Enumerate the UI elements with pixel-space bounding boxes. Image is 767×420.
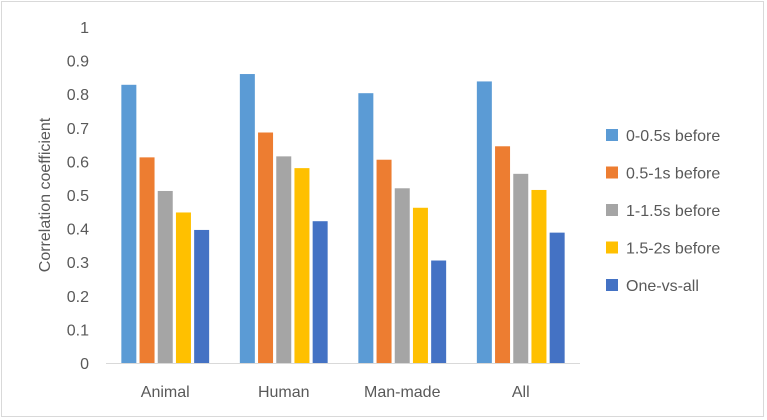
y-tick-label: 0.3 <box>67 255 89 272</box>
x-tick-label: Human <box>258 384 310 401</box>
y-axis-ticks: 0 0.1 0.2 0.3 0.4 0.5 0.6 0.7 0.8 0.9 1 <box>67 20 89 373</box>
bar <box>531 189 547 363</box>
legend-label: 0.5-1s before <box>626 166 720 183</box>
legend-swatch <box>606 241 618 254</box>
legend-swatch <box>606 204 618 216</box>
y-tick-label: 0.8 <box>67 87 89 104</box>
legend-label: 1.5-2s before <box>626 241 720 258</box>
y-tick-label: 0.9 <box>67 54 89 71</box>
bar <box>495 146 511 363</box>
y-tick-label: 0.1 <box>67 322 89 339</box>
legend-label: 1-1.5s before <box>626 203 720 220</box>
bar <box>476 81 492 363</box>
legend-swatch <box>606 129 618 141</box>
legend-swatch <box>606 166 618 179</box>
y-tick-label: 0.4 <box>67 222 89 239</box>
y-tick-label: 0.5 <box>67 188 89 205</box>
legend-label: 0-0.5s before <box>626 128 720 145</box>
bar <box>431 260 447 363</box>
legend-label: One-vs-all <box>626 278 699 295</box>
bar <box>312 221 328 363</box>
y-tick-label: 0.2 <box>67 289 89 306</box>
bar <box>549 232 565 363</box>
bar <box>157 190 173 363</box>
bar <box>239 74 255 363</box>
legend: 0-0.5s before 0.5-1s before 1-1.5s before 1… <box>606 128 720 295</box>
bar <box>175 212 191 363</box>
bar <box>376 159 392 363</box>
legend-swatch <box>606 279 618 291</box>
bar <box>194 229 210 363</box>
bar <box>258 132 274 363</box>
x-tick-label: Man-made <box>364 384 441 401</box>
bar <box>412 207 428 363</box>
bar <box>294 168 310 363</box>
x-tick-label: Animal <box>141 384 190 401</box>
y-tick-label: 0 <box>80 356 89 373</box>
bar <box>276 156 292 363</box>
y-tick-label: 1 <box>80 20 89 37</box>
bar <box>394 188 410 363</box>
x-axis-categories: Animal Human Man-made All <box>141 384 530 401</box>
y-axis-title: Correlation coefficient <box>37 117 54 272</box>
bar <box>513 173 529 363</box>
y-tick-label: 0.6 <box>67 154 89 171</box>
y-tick-label: 0.7 <box>67 121 89 138</box>
bar <box>358 93 374 363</box>
x-tick-label: All <box>512 384 530 401</box>
bar <box>121 84 137 364</box>
bar <box>139 157 155 363</box>
bars <box>121 74 565 364</box>
